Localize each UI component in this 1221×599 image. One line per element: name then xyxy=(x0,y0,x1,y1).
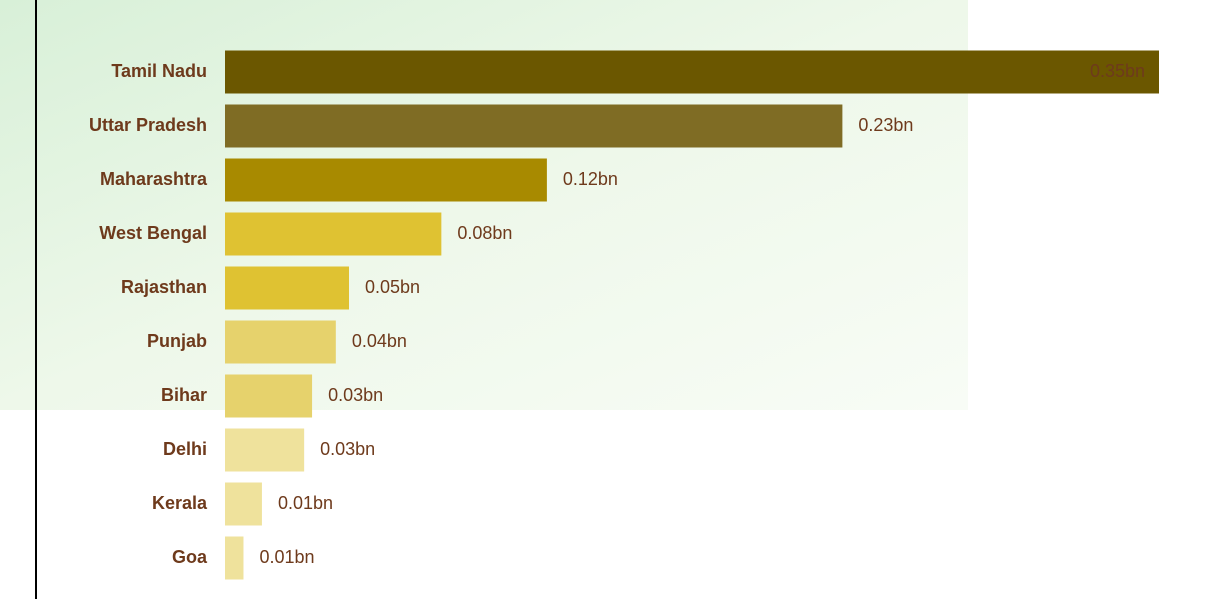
bar xyxy=(225,158,547,202)
bar xyxy=(225,212,442,256)
category-label: Maharashtra xyxy=(100,169,208,189)
bar xyxy=(225,482,262,526)
category-label: Tamil Nadu xyxy=(111,61,207,81)
bar xyxy=(225,428,305,472)
bar xyxy=(225,104,843,148)
value-label: 0.23bn xyxy=(858,115,913,135)
category-label: Goa xyxy=(172,547,208,567)
bar xyxy=(225,536,244,580)
category-label: Uttar Pradesh xyxy=(89,115,207,135)
category-label: Rajasthan xyxy=(121,277,207,297)
bar xyxy=(225,266,350,310)
value-label: 0.03bn xyxy=(320,439,375,459)
value-label: 0.04bn xyxy=(352,331,407,351)
value-label: 0.12bn xyxy=(563,169,618,189)
category-label: Kerala xyxy=(152,493,208,513)
bar xyxy=(225,374,313,418)
value-label: 0.08bn xyxy=(457,223,512,243)
value-label: 0.05bn xyxy=(365,277,420,297)
value-label: 0.01bn xyxy=(259,547,314,567)
value-label: 0.03bn xyxy=(328,385,383,405)
bar xyxy=(225,320,336,364)
category-label: Delhi xyxy=(163,439,207,459)
value-label: 0.35bn xyxy=(1090,61,1145,81)
value-label: 0.01bn xyxy=(278,493,333,513)
category-label: West Bengal xyxy=(99,223,207,243)
bar xyxy=(225,50,1159,94)
category-label: Bihar xyxy=(161,385,207,405)
category-label: Punjab xyxy=(147,331,207,351)
